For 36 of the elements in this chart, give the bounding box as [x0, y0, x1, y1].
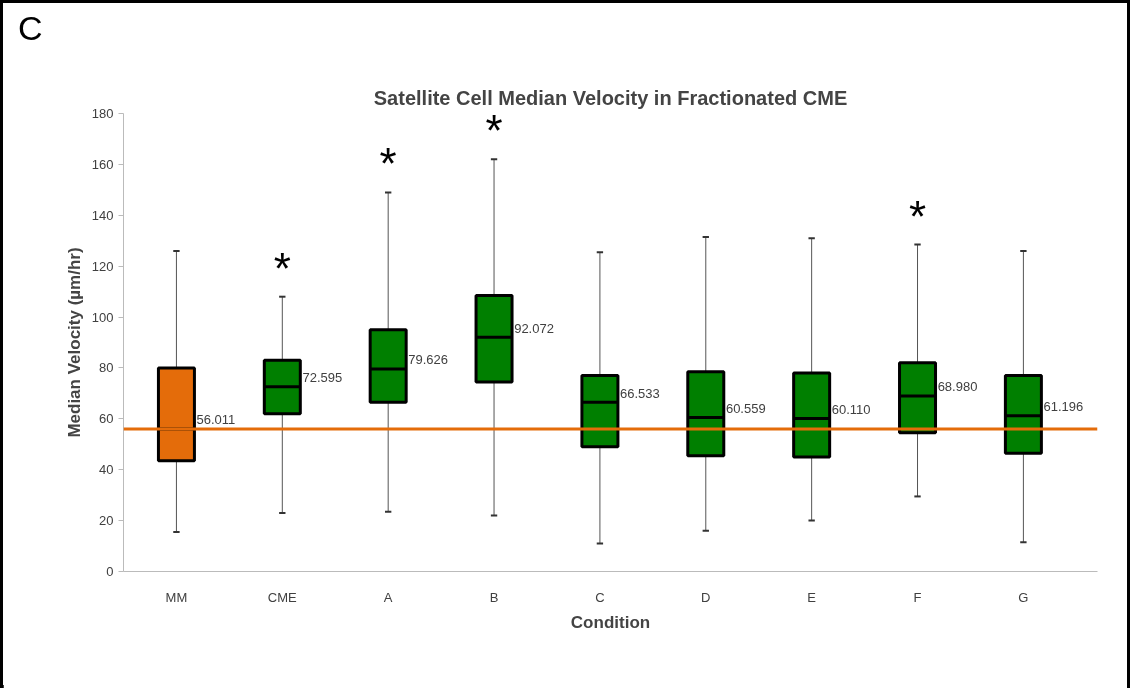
annotation: *	[379, 139, 397, 189]
chart-title: Satellite Cell Median Velocity in Fractionated CME	[373, 86, 848, 109]
y-tick-label: 80	[99, 360, 114, 376]
x-tick-label: A	[383, 589, 393, 605]
text: 60.559	[725, 400, 766, 416]
y-tick-label: 0	[106, 564, 114, 579]
x-tick-label: MM	[165, 589, 188, 605]
text: 79.626	[408, 352, 449, 368]
annotation: *	[273, 243, 291, 293]
text: 72.595	[302, 370, 343, 386]
x-tick-label: D	[701, 589, 711, 605]
x-axis-title: Condition	[570, 612, 651, 632]
y-tick-label: 160	[91, 156, 114, 172]
y-tick-label: 100	[91, 309, 114, 325]
text: 92.072	[514, 320, 554, 336]
annotation: *	[908, 191, 927, 241]
x-tick-label: C	[595, 589, 605, 605]
y-axis-title: Median Velocity (µm/hr)	[64, 247, 84, 438]
text: 66.533	[620, 385, 660, 401]
y-tick-label: 40	[99, 462, 114, 478]
x-tick-label: G	[1018, 589, 1029, 605]
x-tick-label: F	[913, 589, 922, 605]
text: 68.980	[937, 379, 978, 395]
y-tick-label: 20	[99, 513, 114, 529]
annotation: *	[485, 106, 503, 156]
x-tick-label: B	[489, 589, 499, 605]
y-tick-label: 180	[91, 106, 114, 121]
x-tick-label: E	[807, 589, 817, 605]
y-tick-label: 120	[91, 258, 114, 274]
text: 61.196	[1043, 399, 1084, 415]
y-tick-label: 60	[99, 411, 114, 427]
text: 56.011	[196, 412, 236, 428]
y-tick-label: 140	[91, 207, 114, 223]
text: C	[18, 8, 43, 48]
text: 60.110	[831, 402, 871, 418]
x-tick-label: CME	[267, 589, 298, 605]
